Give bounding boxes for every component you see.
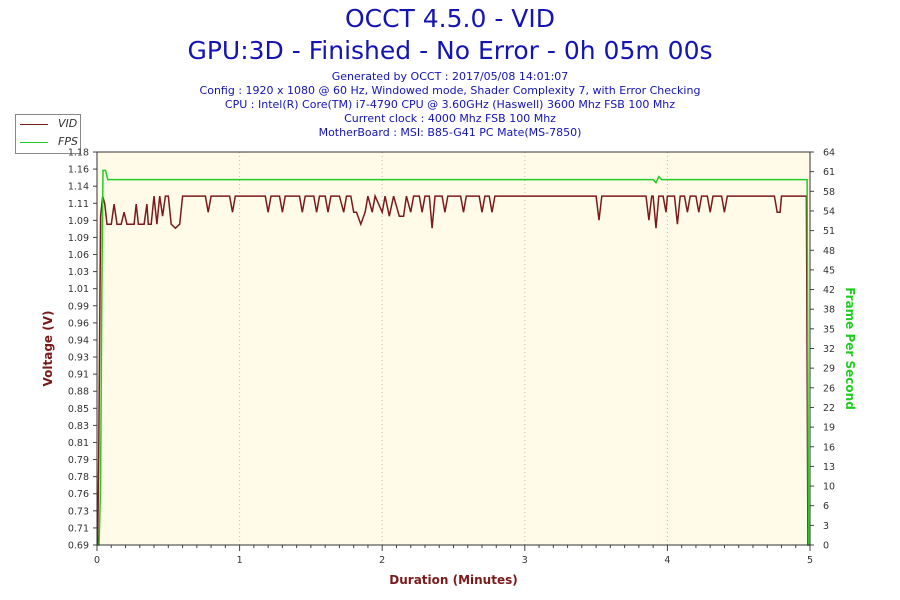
y-tick-label: 0.85 (68, 404, 89, 415)
y-tick-label: 0.93 (68, 353, 89, 364)
legend-swatch-vid (20, 124, 48, 125)
x-tick-label: 1 (237, 555, 243, 566)
info-config: Config : 1920 x 1080 @ 60 Hz, Windowed m… (199, 84, 701, 97)
y2-tick-label: 61 (823, 167, 835, 178)
x-tick-label: 3 (522, 555, 528, 566)
chart-subtitle: GPU:3D - Finished - No Error - 0h 05m 00… (187, 36, 713, 65)
plot-area (97, 152, 810, 545)
y-tick-label: 1.09 (68, 233, 89, 244)
y-tick-label: 0.88 (68, 387, 89, 398)
y2-axis-label: Frame Per Second (843, 287, 857, 410)
y-tick-label: 0.76 (68, 489, 89, 500)
x-tick-label: 4 (664, 555, 670, 566)
y2-tick-label: 29 (823, 364, 835, 375)
y-tick-label: 1.14 (68, 182, 89, 193)
chart-legend: VID FPS (15, 114, 81, 154)
y2-tick-label: 26 (823, 383, 835, 394)
x-tick-label: 2 (379, 555, 385, 566)
legend-swatch-fps (20, 142, 48, 143)
plot-border (96, 151, 811, 546)
y2-tick-label: 16 (823, 442, 835, 453)
y-tick-label: 0.83 (68, 421, 89, 432)
y-tick-label: 0.81 (68, 438, 89, 449)
y2-tick-label: 51 (823, 226, 835, 237)
chart-title: OCCT 4.5.0 - VID (344, 4, 556, 33)
y-tick-label: 0.73 (68, 506, 89, 517)
series-line-fps (97, 169, 810, 546)
y-tick-label: 0.78 (68, 472, 89, 483)
y-tick-label: 0.94 (68, 335, 89, 346)
y-tick-label: 1.06 (68, 250, 89, 261)
info-cpu: CPU : Intel(R) Core(TM) i7-4790 CPU @ 3.… (224, 98, 676, 111)
series-line-vid (96, 193, 810, 546)
x-tick-label: 0 (94, 555, 100, 566)
y-tick-label: 1.01 (68, 284, 89, 295)
y2-tick-label: 22 (823, 403, 835, 414)
y2-tick-label: 58 (823, 187, 835, 198)
y2-tick-label: 19 (823, 423, 835, 434)
y2-tick-label: 6 (823, 501, 829, 512)
x-axis-label: Duration (Minutes) (389, 573, 517, 587)
y-tick-label: 1.03 (68, 267, 89, 278)
y-tick-label: 0.79 (68, 455, 89, 466)
y-tick-label: 1.16 (68, 165, 89, 176)
y-axis-label: Voltage (V) (41, 311, 55, 387)
y-tick-label: 0.96 (68, 318, 89, 329)
y2-tick-label: 3 (823, 521, 829, 532)
y2-tick-label: 32 (823, 344, 835, 355)
info-clock: Current clock : 4000 Mhz FSB 100 Mhz (344, 112, 556, 125)
y2-tick-label: 64 (823, 148, 835, 159)
y2-tick-label: 48 (823, 246, 835, 257)
y-tick-label: 0.99 (68, 301, 89, 312)
y-tick-label: 0.91 (68, 370, 89, 381)
y-tick-label: 1.11 (68, 199, 89, 210)
legend-label-fps: FPS (58, 135, 78, 148)
x-tick-label: 5 (807, 555, 813, 566)
y-tick-label: 1.09 (68, 216, 89, 227)
legend-item-fps: FPS (20, 135, 80, 149)
y-tick-label: 0.69 (68, 541, 89, 552)
legend-item-vid: VID (20, 117, 80, 131)
info-generated: Generated by OCCT : 2017/05/08 14:01:07 (331, 70, 569, 83)
y2-tick-label: 45 (823, 265, 835, 276)
legend-label-vid: VID (58, 117, 78, 130)
y2-tick-label: 35 (823, 324, 835, 335)
y-tick-label: 0.71 (68, 523, 89, 534)
y2-tick-label: 0 (823, 541, 829, 552)
y-tick-label: 1.18 (68, 148, 89, 159)
y2-tick-label: 54 (823, 206, 835, 217)
y2-tick-label: 13 (823, 462, 835, 473)
y2-tick-label: 10 (823, 482, 835, 493)
info-motherboard: MotherBoard : MSI: B85-G41 PC Mate(MS-78… (318, 126, 582, 139)
y2-tick-label: 42 (823, 285, 835, 296)
y2-tick-label: 38 (823, 305, 835, 316)
